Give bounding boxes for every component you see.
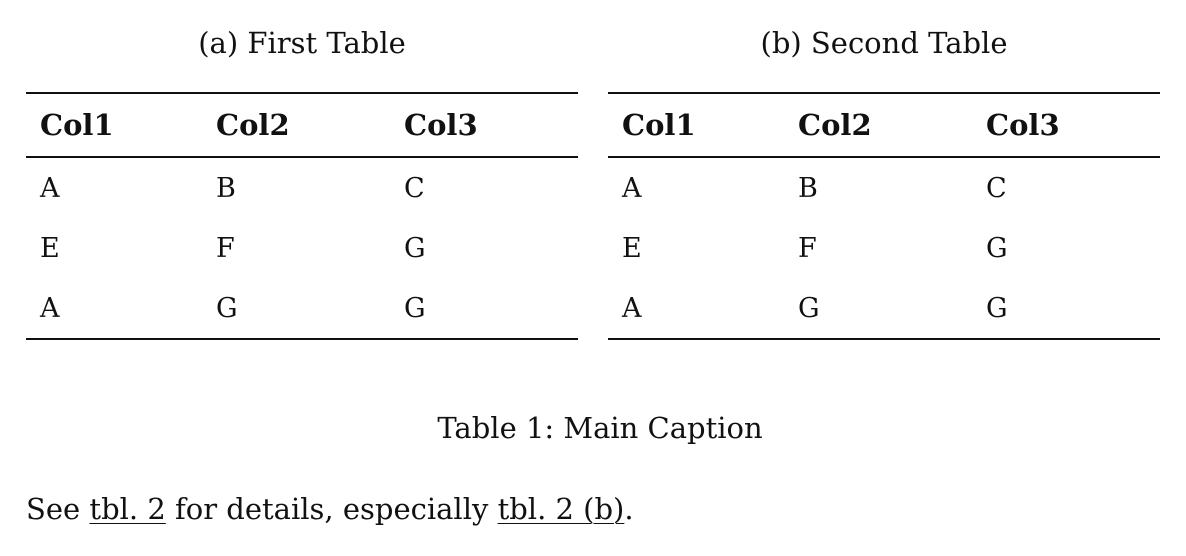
subtable-a-caption: (a) First Table [198, 26, 406, 60]
column-header: Col3 [986, 108, 1060, 142]
table-cell: A [40, 292, 60, 324]
column-header: Col2 [798, 108, 872, 142]
table-cell: G [216, 292, 238, 324]
table-cell: A [40, 172, 60, 204]
table-cell: A [622, 172, 642, 204]
table-cell: E [622, 232, 642, 264]
column-header: Col1 [40, 108, 114, 142]
table-cell: G [986, 292, 1008, 324]
table-header-row: Col1 Col2 Col3 [608, 93, 1160, 157]
paragraph-text: for details, especially [165, 492, 498, 526]
paragraph-text: See [26, 492, 90, 526]
table-cell: F [216, 232, 235, 264]
table-row: A G G [26, 278, 578, 339]
table-cell: C [404, 172, 425, 204]
table-cell: E [40, 232, 60, 264]
table-row: E F G [608, 218, 1160, 278]
table-cell: G [986, 232, 1008, 264]
table-row: A G G [608, 278, 1160, 339]
column-header: Col3 [404, 108, 478, 142]
table-cell: B [216, 172, 236, 204]
table-row: E F G [26, 218, 578, 278]
subtable-b-table: Col1 Col2 Col3 A B C E F G A G [608, 92, 1160, 340]
table-header-row: Col1 Col2 Col3 [26, 93, 578, 157]
table-row: A B C [608, 157, 1160, 218]
table-cell: G [798, 292, 820, 324]
main-caption: Table 1: Main Caption [437, 411, 763, 445]
subtable-reference-link[interactable]: tbl. 2 (b) [497, 492, 625, 526]
table-cell: F [798, 232, 817, 264]
table-cell: G [404, 292, 426, 324]
table-cell: B [798, 172, 818, 204]
table-cell: A [622, 292, 642, 324]
paragraph-text: . [624, 492, 634, 526]
table-cell: G [404, 232, 426, 264]
column-header: Col2 [216, 108, 290, 142]
table-cell: C [986, 172, 1007, 204]
subtable-a-table: Col1 Col2 Col3 A B C E F G A G [26, 92, 578, 340]
body-paragraph: See tbl. 2 for details, especially tbl. … [26, 490, 634, 528]
table-row: A B C [26, 157, 578, 218]
subtables-figure: (a) First Table Col1 Col2 Col3 A B C E F [26, 0, 1160, 345]
table-reference-link[interactable]: tbl. 2 [89, 492, 166, 526]
column-header: Col1 [622, 108, 696, 142]
subtable-b-caption: (b) Second Table [760, 26, 1008, 60]
